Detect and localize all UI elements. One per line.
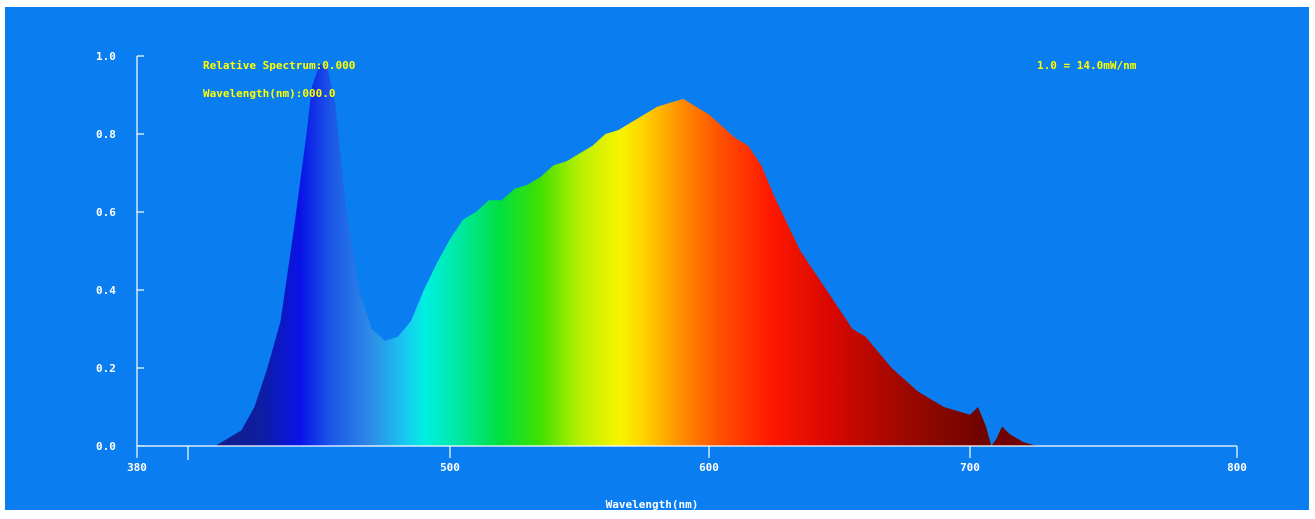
spectrum-area: [215, 63, 1045, 447]
y-axis-ticks: 0.0 0.2 0.4 0.6 0.8 1.0: [96, 50, 144, 453]
x-axis-ticks: 380 500 600 700 800: [127, 446, 1247, 474]
y-tick-label: 0.8: [96, 128, 116, 141]
x-tick-label: 380: [127, 461, 147, 474]
x-tick-label: 600: [699, 461, 719, 474]
x-tick-label: 700: [960, 461, 980, 474]
y-tick-label: 0.0: [96, 440, 116, 453]
x-tick-label: 800: [1227, 461, 1247, 474]
x-axis-title: Wavelength(nm): [606, 498, 699, 511]
scale-note: 1.0 = 14.0mW/nm: [1037, 59, 1137, 72]
relative-spectrum-readout: Relative Spectrum:0.000: [203, 59, 355, 72]
y-tick-label: 0.6: [96, 206, 116, 219]
y-tick-label: 0.2: [96, 362, 116, 375]
x-tick-label: 500: [440, 461, 460, 474]
wavelength-readout: Wavelength(nm):000.0: [203, 87, 335, 100]
y-tick-label: 1.0: [96, 50, 116, 63]
y-tick-label: 0.4: [96, 284, 116, 297]
